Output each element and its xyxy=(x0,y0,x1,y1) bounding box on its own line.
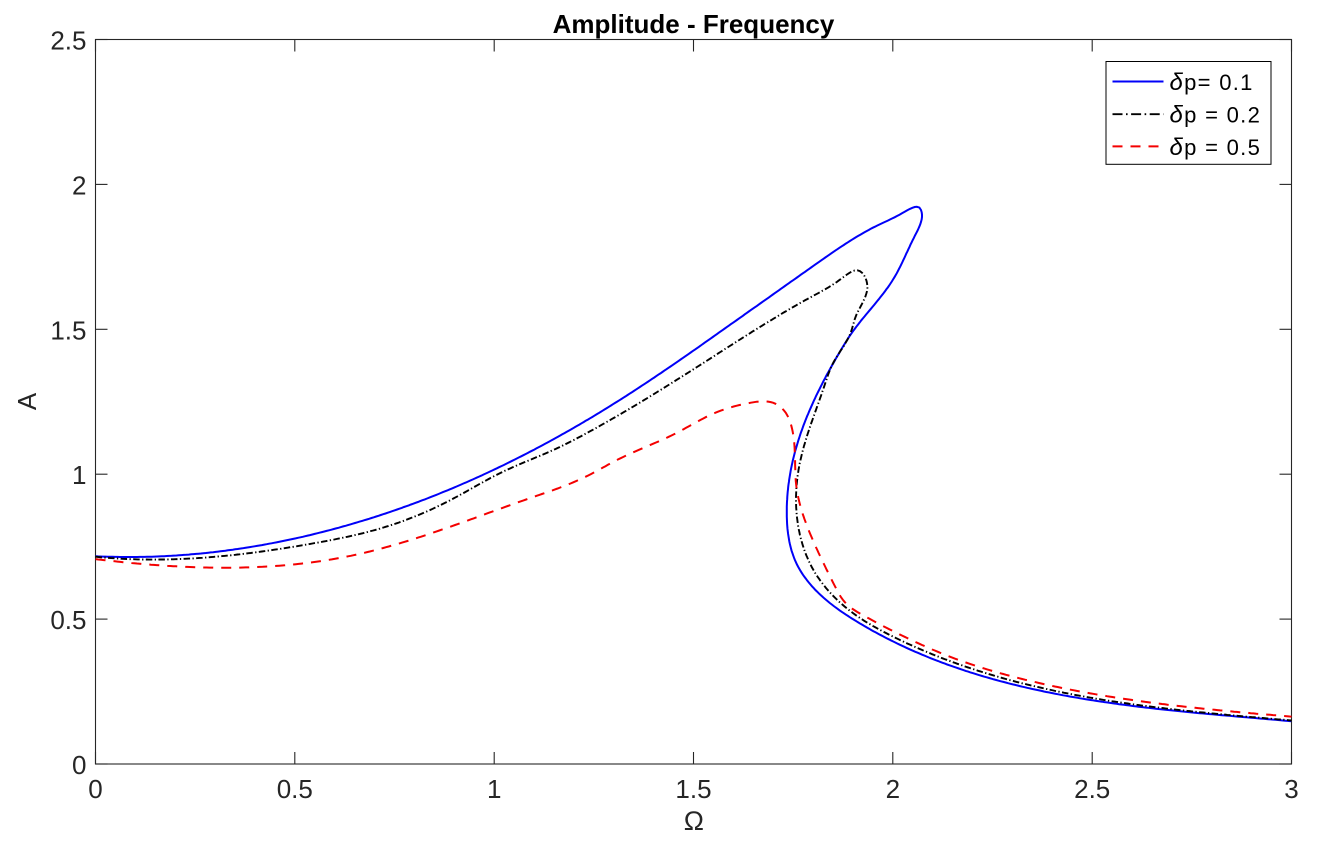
svg-text:δp = 0.2: δp = 0.2 xyxy=(1170,102,1262,129)
svg-text:1: 1 xyxy=(72,460,86,490)
svg-text:Ω: Ω xyxy=(684,806,704,836)
svg-text:Amplitude - Frequency: Amplitude - Frequency xyxy=(553,9,835,39)
svg-text:1.5: 1.5 xyxy=(50,315,86,345)
svg-text:1.5: 1.5 xyxy=(675,774,711,804)
svg-text:1: 1 xyxy=(487,774,501,804)
svg-text:0: 0 xyxy=(72,750,86,780)
svg-text:0: 0 xyxy=(88,774,102,804)
svg-text:δp = 0.5: δp = 0.5 xyxy=(1170,134,1262,161)
svg-text:0.5: 0.5 xyxy=(277,774,313,804)
svg-text:A: A xyxy=(12,392,42,410)
svg-text:0.5: 0.5 xyxy=(50,605,86,635)
svg-text:δp= 0.1: δp= 0.1 xyxy=(1170,69,1254,96)
svg-text:2.5: 2.5 xyxy=(1074,774,1110,804)
svg-text:3: 3 xyxy=(1284,774,1298,804)
svg-text:2.5: 2.5 xyxy=(50,26,86,56)
svg-text:2: 2 xyxy=(72,170,86,200)
svg-text:2: 2 xyxy=(886,774,900,804)
